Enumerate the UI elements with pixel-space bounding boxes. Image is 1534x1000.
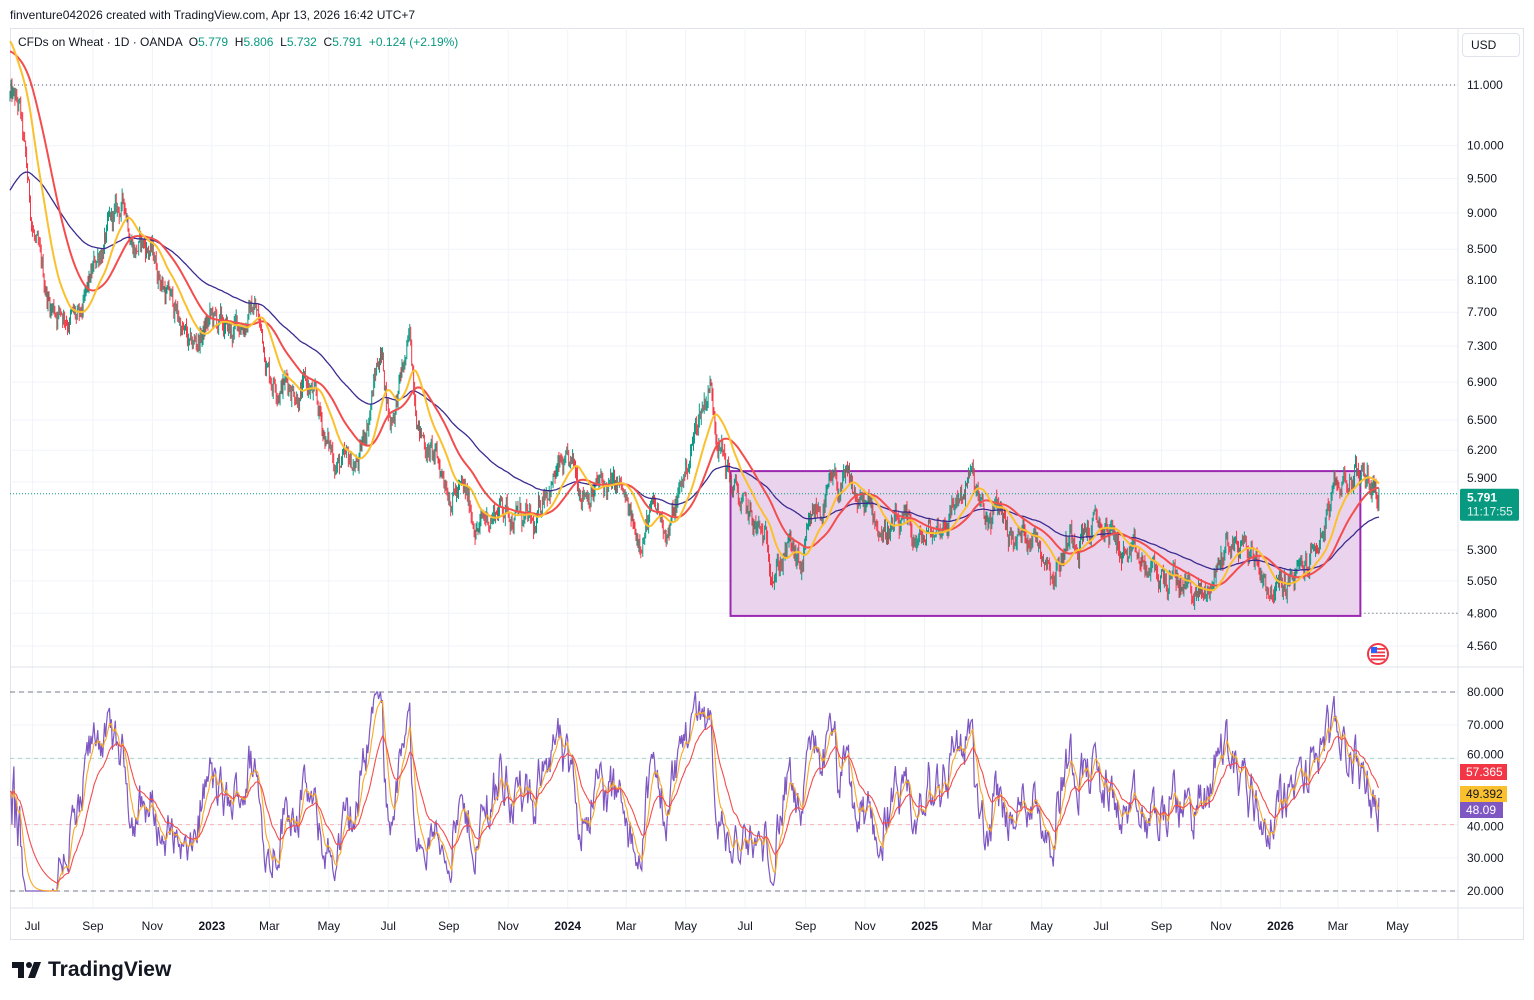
rsi-signal-line (10, 700, 1380, 892)
flag-stripe (1371, 655, 1385, 657)
last-price-label: 5.791 (1467, 491, 1497, 505)
brand-name: TradingView (48, 958, 172, 981)
price-axis-label: 8.500 (1467, 242, 1497, 256)
price-axis-label: 6.200 (1467, 443, 1497, 457)
flag-stripe (1371, 658, 1385, 661)
price-axis-label: 5.050 (1467, 574, 1497, 588)
low-label: L (280, 35, 287, 49)
rsi-value-tag-label: 48.09 (1466, 803, 1496, 817)
time-axis-label: Nov (1210, 919, 1231, 933)
time-axis-label: Jul (381, 919, 396, 933)
time-axis-label: 2026 (1267, 919, 1294, 933)
time-axis-label: May (317, 919, 340, 933)
time-axis-label: 2023 (198, 919, 225, 933)
close-label: C (323, 35, 333, 49)
time-axis-label: Sep (795, 919, 817, 933)
time-axis-label: May (1386, 919, 1409, 933)
price-axis-label: 4.800 (1467, 606, 1497, 620)
price-axis-label: 9.000 (1467, 206, 1497, 220)
us-flag-event-icon (1367, 643, 1389, 665)
open-value: 5.779 (198, 35, 229, 49)
time-axis-label: Nov (854, 919, 875, 933)
time-axis-label: Mar (616, 919, 637, 933)
time-axis-label: 2025 (911, 919, 938, 933)
rsi-slow-line (10, 724, 1380, 884)
countdown-label: 11:17:55 (1467, 505, 1513, 519)
price-axis-label: 6.900 (1467, 375, 1497, 389)
rsi-value-tag (1460, 802, 1503, 818)
time-axis-label: Sep (1151, 919, 1173, 933)
time-axis-label: Sep (438, 919, 460, 933)
close-value: 5.791 (332, 35, 363, 49)
flag-stripe (1371, 651, 1385, 654)
chart-frame (10, 28, 1524, 940)
time-axis-label: Mar (259, 919, 280, 933)
symbol-legend: CFDs on Wheat · 1D · OANDA O5.779 H5.806… (18, 35, 458, 49)
change-value: +0.124 (+2.19%) (368, 35, 459, 49)
high-value: 5.806 (243, 35, 274, 49)
chart-credit: finventure042026 created with TradingVie… (10, 8, 416, 22)
slow-moving-average-line (9, 171, 1380, 572)
price-axis-label: 5.900 (1467, 471, 1497, 485)
rsi-axis-label: 80.000 (1467, 685, 1504, 699)
price-axis-label: 10.000 (1467, 139, 1504, 153)
flag-canton (1371, 647, 1377, 653)
rsi-slow-tag-label: 57.365 (1466, 765, 1503, 779)
time-axis-label: May (674, 919, 697, 933)
rsi-axis-label: 40.000 (1467, 820, 1504, 834)
rsi-axis-label: 30.000 (1467, 851, 1504, 865)
open-label: O (188, 35, 199, 49)
low-value: 5.732 (286, 35, 317, 49)
price-axis-label: 6.500 (1467, 413, 1497, 427)
flag-stripe (1371, 648, 1385, 650)
rsi-axis-label: 70.000 (1467, 718, 1504, 732)
time-axis-label: Jul (25, 919, 40, 933)
time-axis-label: May (1030, 919, 1053, 933)
time-axis-label: Nov (498, 919, 519, 933)
price-axis-label: 7.300 (1467, 339, 1497, 353)
price-axis-label: 8.100 (1467, 273, 1497, 287)
rsi-axis-label: 20.000 (1467, 884, 1504, 898)
time-axis-label: Nov (142, 919, 163, 933)
currency-button[interactable]: USD (1462, 33, 1520, 57)
tradingview-logo-icon (12, 962, 41, 978)
rsi-slow-tag (1460, 764, 1507, 780)
time-axis-label: 2024 (554, 919, 581, 933)
price-axis-label: 4.560 (1467, 639, 1497, 653)
time-axis-label: Mar (972, 919, 993, 933)
price-axis-label: 11.000 (1467, 78, 1503, 92)
price-axis-label: 7.700 (1467, 305, 1497, 319)
rsi-signal-tag-label: 49.392 (1466, 787, 1503, 801)
time-axis-label: Jul (737, 919, 752, 933)
time-axis-label: Mar (1328, 919, 1349, 933)
price-axis-label: 9.500 (1467, 171, 1497, 185)
fast-moving-average-line (9, 40, 1380, 592)
last-price-tag (1460, 488, 1519, 521)
price-axis-label: 5.300 (1467, 543, 1497, 557)
rsi-signal-tag (1460, 786, 1507, 802)
mid-moving-average-line (9, 50, 1379, 587)
time-axis-label: Sep (82, 919, 104, 933)
rsi-axis-label: 60.000 (1467, 747, 1504, 761)
high-label: H (234, 35, 244, 49)
tradingview-logo[interactable]: TradingView (12, 958, 171, 982)
time-axis-label: Jul (1093, 919, 1108, 933)
symbol-name[interactable]: CFDs on Wheat · 1D · OANDA (18, 35, 183, 49)
